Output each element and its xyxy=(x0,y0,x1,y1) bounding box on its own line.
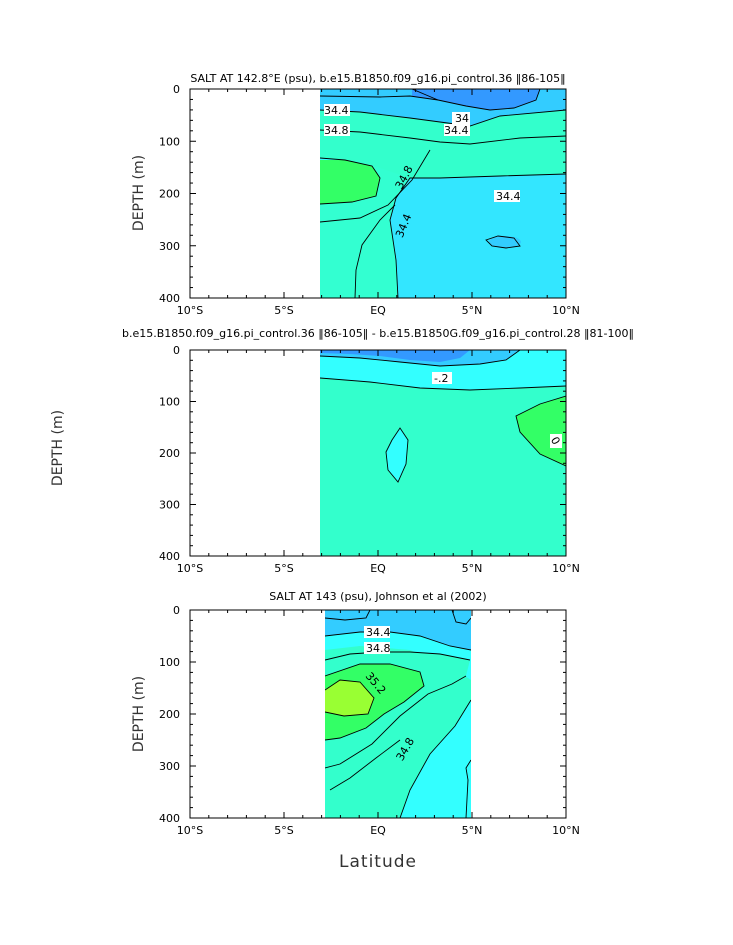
x-tick-label: 5°N xyxy=(462,562,483,575)
panel-3-title: SALT AT 143 (psu), Johnson et al (2002) xyxy=(269,590,486,603)
panel-3-ylabel: DEPTH (m) xyxy=(131,676,147,752)
panel-2-region-neg2 xyxy=(320,350,470,362)
panel-1-contour-label-bg xyxy=(324,104,520,202)
y-tick-label: 100 xyxy=(159,396,180,409)
x-tick-label: EQ xyxy=(370,304,386,317)
panel-3-contour-label: 34.4 xyxy=(366,626,391,639)
panel-1-contour-label: 34 xyxy=(455,112,469,125)
panel-2-region-pos xyxy=(516,396,566,466)
y-tick-label: 200 xyxy=(159,188,180,201)
y-tick-label: 200 xyxy=(159,447,180,460)
y-tick-label: 300 xyxy=(159,499,180,512)
panel-2-fill xyxy=(320,350,566,556)
y-tick-label: 400 xyxy=(159,812,180,825)
y-tick-label: 100 xyxy=(159,135,180,148)
x-tick-label: 10°S xyxy=(177,562,203,575)
panel-1-region-mid-high xyxy=(320,130,430,298)
y-tick-label: 300 xyxy=(159,240,180,253)
panel-1-contours xyxy=(320,89,566,298)
y-tick-label: 300 xyxy=(159,760,180,773)
x-tick-label: 5°S xyxy=(274,562,293,575)
panel-3-fill xyxy=(325,610,471,818)
x-tick-label: 10°N xyxy=(552,824,580,837)
panel-2-contours xyxy=(320,350,566,483)
panel-1-region-fresh xyxy=(412,89,540,110)
x-tick-label: 10°N xyxy=(552,562,580,575)
panel-2-title: b.e15.B1850.f09_g16.pi_control.36 ‖86-10… xyxy=(122,327,634,340)
panel-1-fill xyxy=(320,89,566,298)
panel-3-region-lower-east xyxy=(400,700,471,818)
panel-3-region-low xyxy=(325,610,471,650)
x-tick-label: 5°N xyxy=(462,824,483,837)
panel-1-ylabel: DEPTH (m) xyxy=(131,155,147,231)
y-tick-label: 200 xyxy=(159,708,180,721)
x-tick-label: 10°S xyxy=(177,304,203,317)
panel-3-region-max xyxy=(325,680,374,716)
panel-1-title: SALT AT 142.8°E (psu), b.e15.B1850.f09_g… xyxy=(190,72,565,85)
panel-1-contour-label: 34.4 xyxy=(496,190,521,203)
x-tick-label: EQ xyxy=(370,824,386,837)
panel-3-axes: 10°S 5°S EQ 5°N 10°N 0 100 200 300 400 xyxy=(159,604,580,837)
x-axis-label: Latitude xyxy=(339,852,417,872)
panel-2: b.e15.B1850.f09_g16.pi_control.36 ‖86-10… xyxy=(50,327,634,575)
panel-3-contour-label-bg xyxy=(364,642,390,654)
panel-1-contour-label: 34.8 xyxy=(324,124,349,137)
panel-3-contour-label: 34.8 xyxy=(366,642,391,655)
panel-1-axes: 10°S 5°S EQ 5°N 10°N 0 100 200 300 400 xyxy=(159,83,580,317)
panel-2-axes: 10°S 5°S EQ 5°N 10°N 0 100 200 300 400 xyxy=(159,344,580,575)
x-tick-label: 10°N xyxy=(552,304,580,317)
panel-3: SALT AT 143 (psu), Johnson et al (2002) xyxy=(131,590,580,872)
panel-1-region-max xyxy=(320,160,380,204)
panel-2-ylabel: DEPTH (m) xyxy=(50,410,66,486)
panel-2-contour-label-bg xyxy=(432,372,452,384)
y-tick-label: 400 xyxy=(159,550,180,563)
y-tick-label: 0 xyxy=(173,344,180,357)
panel-3-contour-label-bg xyxy=(364,626,390,638)
y-tick-label: 100 xyxy=(159,656,180,669)
x-tick-label: 5°S xyxy=(274,824,293,837)
y-tick-label: 400 xyxy=(159,292,180,305)
panel-1-region-lower xyxy=(390,174,566,298)
panel-1: SALT AT 142.8°E (psu), b.e15.B1850.f09_g… xyxy=(131,72,580,317)
y-tick-label: 0 xyxy=(173,83,180,96)
panel-2-contour-label-bg xyxy=(550,434,562,448)
x-tick-label: 5°S xyxy=(274,304,293,317)
panel-1-contour-label: 34.4 xyxy=(324,104,349,117)
y-tick-label: 0 xyxy=(173,604,180,617)
x-tick-label: 10°S xyxy=(177,824,203,837)
panel-3-contours xyxy=(325,610,471,818)
panel-2-contour-label: -.2 xyxy=(434,372,448,385)
panel-1-contour-label: 34.4 xyxy=(444,124,469,137)
x-tick-label: EQ xyxy=(370,562,386,575)
panel-1-region-pocket xyxy=(489,236,521,248)
x-tick-label: 5°N xyxy=(462,304,483,317)
